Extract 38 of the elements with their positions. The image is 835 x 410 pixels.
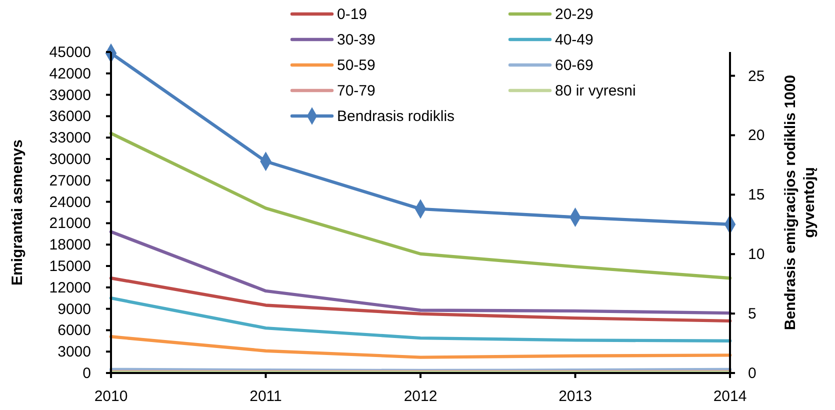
y-tick-label: 9000 [58,300,91,318]
x-tick-label: 2014 [713,388,747,405]
y-tick-label: 6000 [58,322,91,340]
y-tick-label: 27000 [49,172,91,190]
legend-label: 80 ir vyresni [555,82,636,100]
y-tick-label: 45000 [49,44,91,61]
x-tick-label: 2011 [250,388,282,405]
legend-label: 0-19 [337,6,368,23]
y-tick-label: 30000 [49,151,91,168]
y2-tick-label: 5 [748,306,756,323]
y-tick-label: 21000 [49,215,91,232]
y2-tick-label: 15 [748,186,765,204]
y2-tick-label: 0 [748,365,756,382]
y2-tick-label: 25 [748,68,765,85]
y-tick-label: 0 [82,365,91,382]
legend-label: 70-79 [337,82,376,100]
y-tick-label: 18000 [49,236,91,254]
y-tick-label: 24000 [49,194,91,211]
y-tick-label: 36000 [49,108,91,126]
y2-axis-title: Bendrasis emigracijos rodiklis 1000 gyventojų [782,74,818,330]
y2-tick-label: 10 [748,246,765,264]
y-tick-label: 39000 [49,86,91,104]
y-axis-title: Emigrantai asmenys [9,140,26,286]
legend-label: 40-49 [555,32,594,48]
y-tick-label: 15000 [49,258,91,275]
y-tick-label: 42000 [49,65,91,82]
y2-tick-label: 20 [748,127,765,144]
legend-label: 60-69 [555,57,594,74]
legend-label: 20-29 [555,6,594,23]
y-tick-label: 33000 [49,130,91,147]
x-tick-label: 2012 [404,388,438,405]
legend-label: 50-59 [337,57,376,74]
legend-label: 30-39 [337,32,376,48]
x-tick-label: 2010 [94,388,128,405]
x-tick-label: 2013 [558,388,592,405]
y-tick-label: 3000 [58,344,91,361]
legend-label: Bendrasis rodiklis [337,108,455,125]
y-tick-label: 12000 [49,279,91,296]
